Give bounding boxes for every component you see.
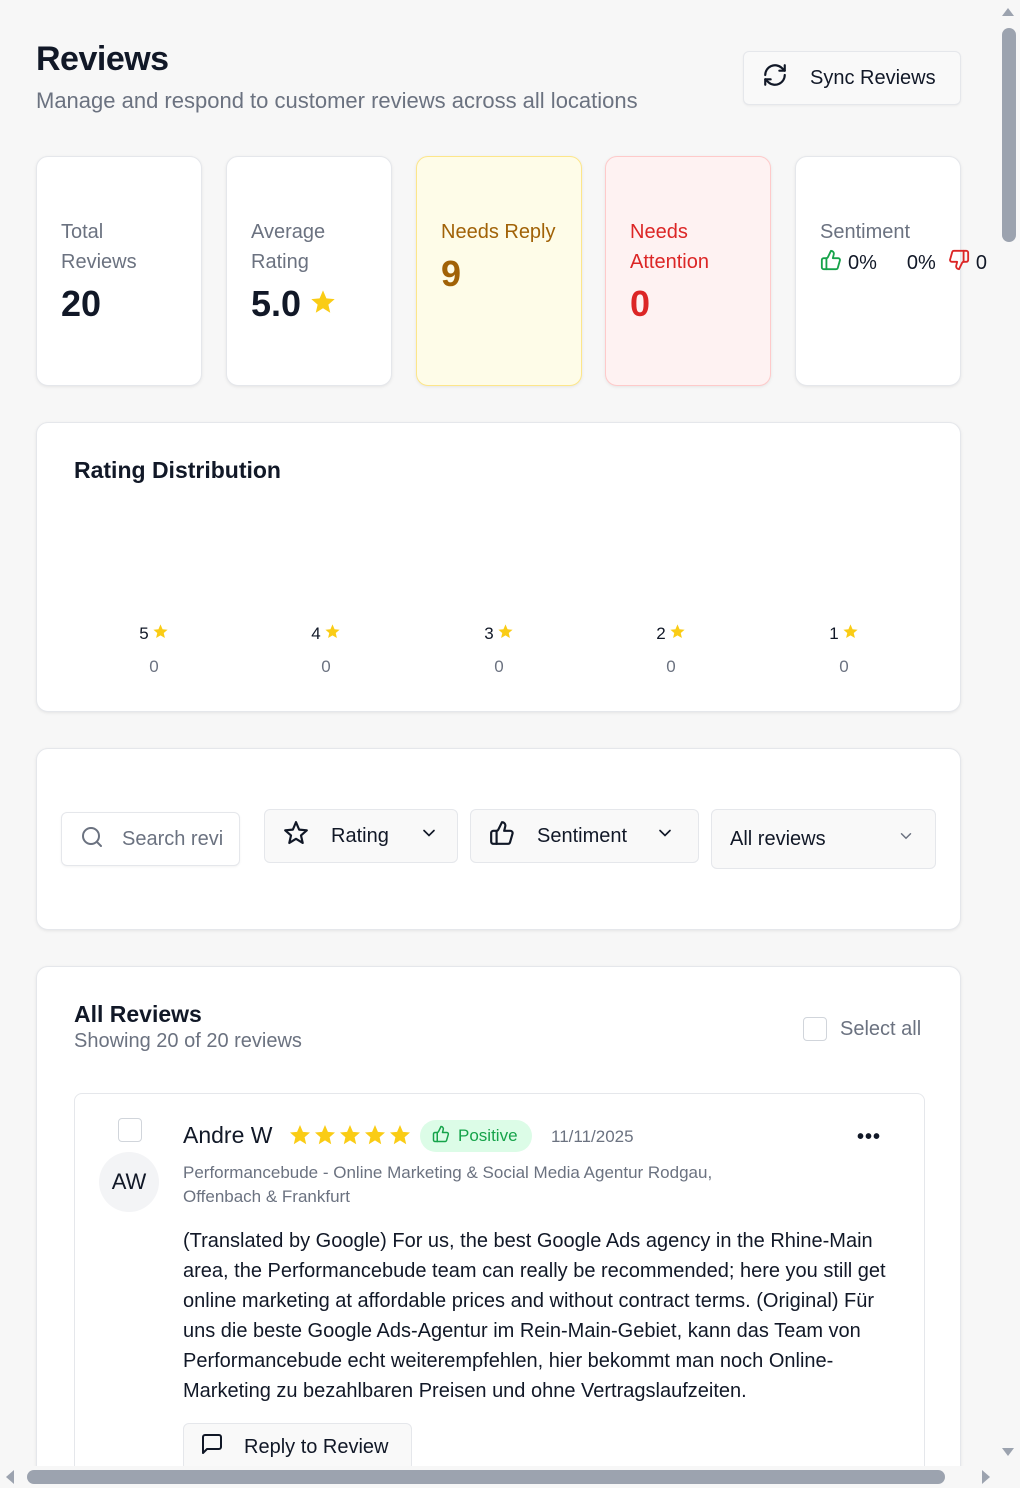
sentiment-breakdown: 0% 0% 0 [820,249,987,277]
distribution-count: 0 [666,657,676,676]
all-reviews-title: All Reviews [74,1001,202,1027]
review-date: 11/11/2025 [551,1127,634,1146]
sentiment-filter-button[interactable]: Sentiment [470,809,699,863]
thumbs-down-icon [948,249,970,277]
scroll-right-arrow-icon[interactable] [982,1470,990,1484]
stat-label: Average Rating [251,221,326,273]
stat-value: 20 [61,283,102,324]
distribution-stars: 5 [139,624,149,643]
star-icon [324,623,341,645]
review-item: AW Andre W Positive 11/11/2025 ••• Perfo… [74,1093,925,1466]
refresh-icon [762,62,788,94]
avatar: AW [99,1152,159,1212]
rating-distribution-card: Rating Distribution 5 0 4 0 3 0 2 0 1 0 [36,422,961,712]
message-square-icon [200,1432,224,1462]
scroll-left-arrow-icon[interactable] [6,1470,14,1484]
rating-filter-label: Rating [331,824,389,847]
distribution-stars: 3 [484,624,494,643]
distribution-count: 0 [839,657,849,676]
star-icon [669,623,686,645]
reviews-count-text: Showing 20 of 20 reviews [74,1030,302,1052]
sentiment-neutral-value: 0% [906,251,936,274]
star-icon [363,1123,387,1152]
distribution-column-2: 2 0 [641,623,701,677]
chevron-down-icon [655,823,675,849]
reply-to-review-label: Reply to Review [244,1435,389,1458]
distribution-column-3: 3 0 [469,623,529,677]
reviewer-name: Andre W [183,1122,273,1148]
distribution-column-4: 4 0 [296,623,356,677]
sentiment-filter-label: Sentiment [537,824,628,847]
stat-label: Needs Reply [441,221,556,243]
stat-average-rating: Average Rating 5.0 [226,156,392,386]
stat-sentiment: Sentiment 0% 0% 0 [795,156,987,386]
stat-value: 0 [630,283,651,324]
review-rating [288,1123,412,1152]
star-icon [338,1123,362,1152]
thumbs-up-icon [432,1125,450,1148]
sentiment-badge-label: Positive [458,1126,518,1145]
review-text: (Translated by Google) For us, the best … [183,1230,886,1402]
vertical-scrollbar[interactable] [997,0,1020,1466]
chevron-down-icon [419,823,439,849]
review-type-value: All reviews [730,827,826,850]
star-icon [842,623,859,645]
rating-filter-button[interactable]: Rating [264,809,458,863]
sync-reviews-label: Sync Reviews [810,66,936,89]
distribution-stars: 4 [311,624,321,643]
star-outline-icon [283,820,309,852]
page-title: Reviews [36,40,169,78]
vertical-scrollbar-thumb[interactable] [1002,28,1016,242]
sentiment-positive-value: 0% [848,251,877,274]
scroll-down-arrow-icon[interactable] [1002,1448,1014,1456]
star-icon [288,1123,312,1152]
stat-label: Needs Attention [630,221,709,273]
scroll-up-arrow-icon[interactable] [1002,8,1014,16]
star-icon [388,1123,412,1152]
thumbs-up-icon [820,249,842,277]
distribution-count: 0 [494,657,504,676]
distribution-stars: 2 [656,624,666,643]
search-icon [80,825,104,854]
distribution-stars: 1 [829,624,839,643]
stat-needs-reply[interactable]: Needs Reply 9 [416,156,582,386]
stat-needs-attention[interactable]: Needs Attention 0 [605,156,771,386]
horizontal-scrollbar-thumb[interactable] [27,1470,945,1484]
distribution-column-1: 1 0 [814,623,874,677]
distribution-count: 0 [149,657,159,676]
stat-label: Total Reviews [61,221,137,273]
all-reviews-card: All Reviews Showing 20 of 20 reviews Sel… [36,966,961,1466]
reviews-page: Reviews Manage and respond to customer r… [36,40,987,1466]
stat-label: Sentiment [820,221,911,243]
page-subtitle: Manage and respond to customer reviews a… [36,88,638,113]
stat-value: 9 [441,253,462,294]
filters-card: Rating Sentiment All reviews [36,748,961,930]
select-all-label: Select all [840,1017,922,1040]
review-location: Performancebude - Online Marketing & Soc… [183,1163,713,1206]
search-input[interactable] [122,827,222,851]
star-icon [313,1123,337,1152]
distribution-count: 0 [321,657,331,676]
sentiment-negative-value: 0 [975,251,987,274]
search-box[interactable] [61,812,240,866]
distribution-column-5: 5 0 [124,623,184,677]
select-all[interactable]: Select all [803,1017,921,1041]
stat-value: 5.0 [251,283,302,324]
star-icon [497,623,514,645]
more-options-icon[interactable]: ••• [857,1126,882,1148]
star-icon [152,623,169,645]
stat-total-reviews: Total Reviews 20 [36,156,202,386]
select-all-checkbox[interactable] [803,1017,827,1041]
review-type-select[interactable]: All reviews [711,809,936,869]
sentiment-badge: Positive [420,1120,532,1152]
rating-distribution-title: Rating Distribution [74,457,281,483]
stat-value-row: 5.0 [251,283,391,325]
reply-to-review-button[interactable]: Reply to Review [183,1423,412,1466]
star-icon [309,283,337,325]
review-checkbox[interactable] [118,1118,142,1142]
thumbs-up-icon [489,820,515,852]
chevron-down-icon [897,827,915,851]
sync-reviews-button[interactable]: Sync Reviews [743,51,961,105]
